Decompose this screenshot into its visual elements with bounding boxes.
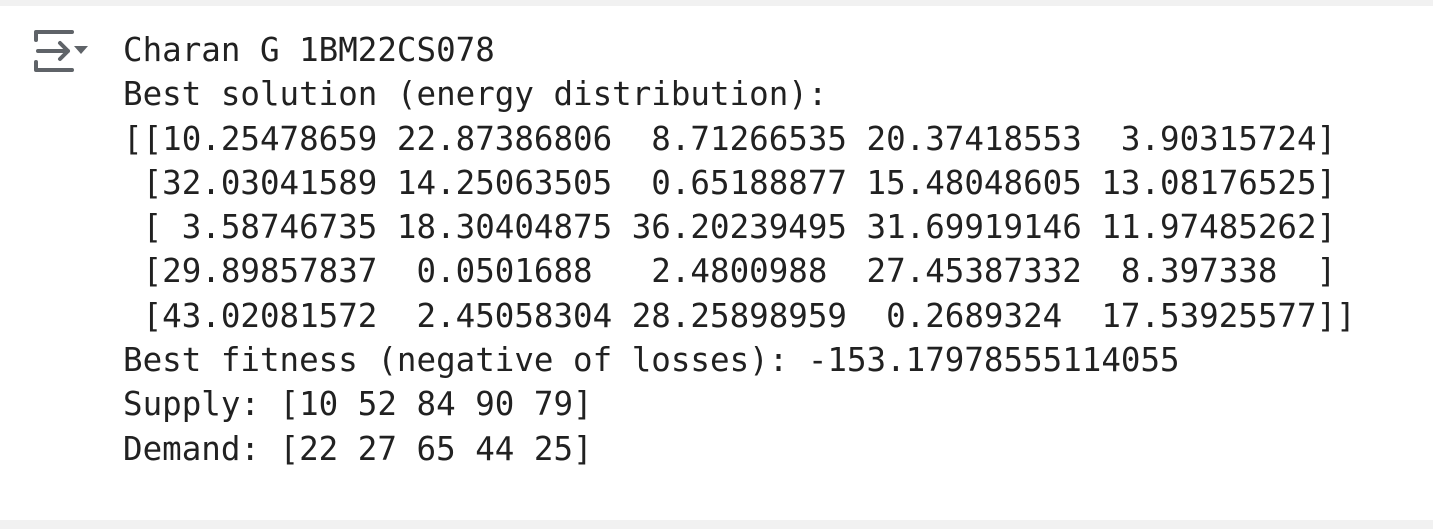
output-line: [29.89857837 0.0501688 2.4800988 27.4538…	[123, 252, 1337, 291]
output-line: [43.02081572 2.45058304 28.25898959 0.26…	[123, 296, 1356, 335]
output-line: Demand: [22 27 65 44 25]	[123, 429, 593, 468]
output-line: [32.03041589 14.25063505 0.65188877 15.4…	[123, 163, 1337, 202]
output-line: Best fitness (negative of losses): -153.…	[123, 341, 1180, 380]
output-line: [ 3.58746735 18.30404875 36.20239495 31.…	[123, 208, 1337, 247]
output-line: [[10.25478659 22.87386806 8.71266535 20.…	[123, 119, 1337, 158]
output-toggle-icon[interactable]	[32, 28, 92, 76]
output-line: Charan G 1BM22CS078	[123, 31, 495, 69]
output-line: Supply: [10 52 84 90 79]	[123, 385, 593, 424]
cell-output: Charan G 1BM22CS078 Best solution (energy…	[123, 28, 1356, 471]
cell-bottom-border	[0, 520, 1433, 529]
output-line: Best solution (energy distribution):	[123, 75, 828, 114]
cell-top-border	[0, 0, 1433, 6]
